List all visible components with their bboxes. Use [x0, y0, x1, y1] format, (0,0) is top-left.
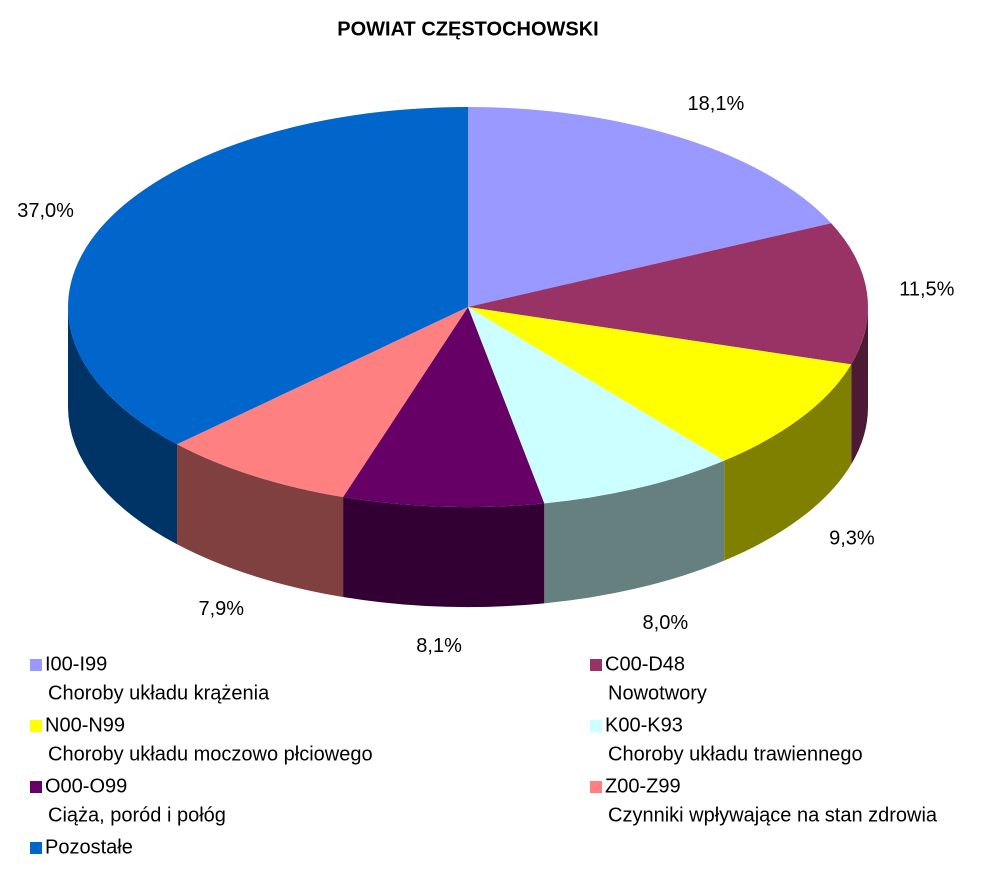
legend-description: Nowotwory	[608, 682, 707, 704]
pie-side	[851, 307, 868, 465]
legend-swatch	[590, 659, 602, 671]
legend-label: K00-K93	[605, 714, 683, 736]
legend-swatch	[30, 842, 42, 854]
pie-slice	[468, 307, 852, 461]
pie-slice	[343, 307, 545, 507]
legend-description: Ciąża, poród i połóg	[48, 804, 226, 826]
legend-label: Z00-Z99	[605, 775, 681, 797]
data-label: 11,5%	[899, 278, 954, 300]
legend-label: N00-N99	[45, 714, 125, 736]
legend-description: Choroby układu krążenia	[48, 682, 270, 704]
pie-side	[177, 444, 344, 597]
legend-swatch	[590, 781, 602, 793]
pie-slice	[468, 223, 868, 365]
data-label: 9,3%	[829, 527, 875, 549]
pie-slice	[177, 307, 468, 497]
legend-label: O00-O99	[45, 775, 127, 797]
legend-description: Choroby układu trawiennego	[608, 743, 863, 765]
pie-sides	[67, 307, 868, 607]
legend-swatch	[30, 781, 42, 793]
pie-side	[544, 460, 725, 604]
legend-description: Czynniki wpływające na stan zdrowia	[608, 804, 938, 826]
pie-slice	[468, 107, 832, 307]
legend-swatch	[30, 720, 42, 732]
legend-label: I00-I99	[45, 653, 107, 675]
data-label: 8,1%	[416, 635, 462, 657]
pie-side	[343, 496, 545, 607]
legend-label: C00-D48	[605, 653, 685, 675]
legend-swatch	[30, 659, 42, 671]
pie-slice	[468, 307, 725, 504]
legend-swatch	[590, 720, 602, 732]
data-label: 7,9%	[199, 598, 245, 620]
chart-title: POWIAT CZĘSTOCHOWSKI	[337, 18, 598, 40]
pie-slice	[68, 107, 468, 445]
data-label: 37,0%	[17, 200, 74, 222]
legend-description: Choroby układu moczowo płciowego	[48, 743, 373, 765]
data-label: 8,0%	[643, 612, 689, 634]
pie-side	[724, 364, 852, 561]
pie-side	[67, 307, 178, 545]
legend-label: Pozostałe	[45, 836, 133, 858]
data-label: 18,1%	[688, 93, 745, 115]
